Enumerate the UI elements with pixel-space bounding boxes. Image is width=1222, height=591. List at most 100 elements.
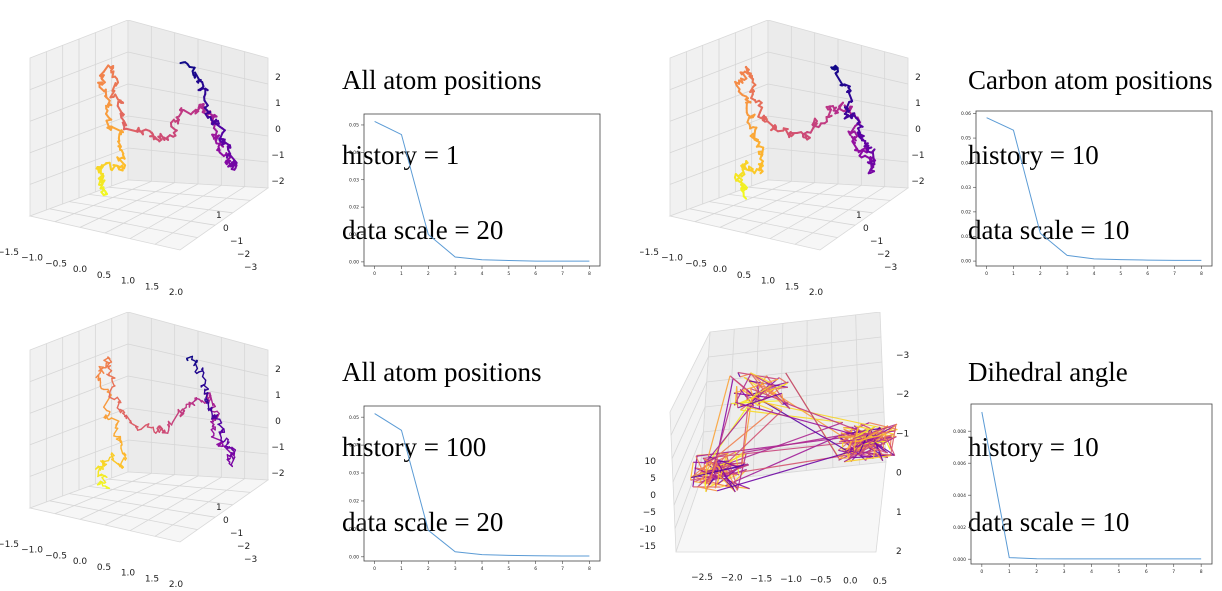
trajectory-3d-plot: −1.5−1.0−0.50.00.51.01.52.010−1−2−3210−1… xyxy=(0,20,285,298)
x-tick-label: 6 xyxy=(534,271,537,277)
z-tick-label: −15 xyxy=(640,542,656,552)
x-tick-label: −2.0 xyxy=(721,574,743,584)
x-tick-label: 5 xyxy=(507,271,510,277)
plot-frame xyxy=(970,403,1213,565)
x-tick-label: −0.5 xyxy=(810,576,832,586)
x-tick-label: 2 xyxy=(1039,271,1042,277)
x-tick-label: 3 xyxy=(454,566,457,572)
x-tick-label: 1.0 xyxy=(121,277,136,287)
x-tick-label: 1.5 xyxy=(145,282,159,292)
y-tick-label: 0 xyxy=(863,224,869,234)
y-tick-label: 1 xyxy=(216,211,222,221)
x-tick-label: 5 xyxy=(1117,569,1120,575)
x-tick-label: 8 xyxy=(1200,271,1203,277)
y-tick-label: −1 xyxy=(230,529,243,539)
z-tick-label: −2 xyxy=(271,469,284,479)
x-tick-label: 1.0 xyxy=(121,569,136,579)
trajectory xyxy=(689,371,898,493)
x-tick-label: 0.0 xyxy=(843,576,858,586)
loss-series-line xyxy=(374,413,590,557)
z-tick-label: −2 xyxy=(271,177,284,187)
x-tick-label: −0.5 xyxy=(685,259,707,269)
x-tick-label: 0.0 xyxy=(73,265,88,275)
x-tick-label: 3 xyxy=(1063,569,1066,575)
z-tick-label: 0 xyxy=(915,125,921,135)
y-tick-label: 0.03 xyxy=(961,185,971,191)
title-line: All atom positions xyxy=(342,357,542,387)
trajectory xyxy=(95,61,238,197)
y-tick-label: 0.03 xyxy=(349,177,359,183)
trajectory xyxy=(733,64,877,200)
z-tick-label: −1 xyxy=(271,443,284,453)
y-tick-label: 0 xyxy=(223,516,229,526)
y-tick-label: 2 xyxy=(896,547,902,557)
panel-title: Carbon atom positions history = 10 data … xyxy=(968,18,1213,293)
x-tick-label: 3 xyxy=(454,271,457,277)
x-tick-label: 5 xyxy=(507,566,510,572)
x-tick-label: 8 xyxy=(588,566,591,572)
y-tick-label: 0.02 xyxy=(961,209,971,215)
loss-chart: 0.00 0.01 0.02 0.03 0.04 0.05 0.06 0 1 2 3 4 5 6 7 8 xyxy=(961,110,1213,277)
y-tick-label: 0.06 xyxy=(961,111,971,117)
z-tick-label: −5 xyxy=(643,508,656,518)
loss-chart: 0.000 0.002 0.004 0.006 0.008 0 1 2 3 4 5 6 7 8 xyxy=(953,403,1213,575)
trajectory-3d-plot: −2.5 −2.0 −1.5 −1.0 −0.5 0.0 0.5−3−2−10121050−… xyxy=(640,312,909,587)
y-tick-label: −3 xyxy=(896,351,909,361)
y-tick-label: 0.03 xyxy=(349,471,359,477)
z-tick-label: −1 xyxy=(271,151,284,161)
x-tick-label: 0 xyxy=(373,271,376,277)
z-tick-label: 0 xyxy=(650,491,656,501)
trajectory-3d-plot: −1.5−1.0−0.50.00.51.01.52.010−1−2−3210−1… xyxy=(0,312,285,590)
y-tick-label: 0.05 xyxy=(961,136,971,142)
x-tick-label: 6 xyxy=(534,566,537,572)
title-line: data scale = 10 xyxy=(968,507,1130,537)
y-tick-label: −1 xyxy=(896,429,909,439)
x-tick-label: 2 xyxy=(427,566,430,572)
x-tick-label: 8 xyxy=(1200,569,1203,575)
x-tick-label: −1.5 xyxy=(0,248,19,258)
y-tick-label: 0.04 xyxy=(349,443,359,449)
x-tick-label: 6 xyxy=(1146,271,1149,277)
x-tick-label: 1 xyxy=(400,566,403,572)
x-tick-label: 2 xyxy=(1035,569,1038,575)
y-tick-label: 0.02 xyxy=(349,205,359,211)
trajectory-3d-plot: −1.5−1.0−0.50.00.51.01.52.010−1−2−3210−1… xyxy=(640,20,925,298)
x-tick-label: 0.0 xyxy=(713,265,728,275)
y-tick-label: −2 xyxy=(896,390,909,400)
z-tick-label: 1 xyxy=(275,391,281,401)
y-tick-label: −2 xyxy=(877,250,890,260)
plot-frame xyxy=(975,110,1213,267)
y-tick-label: 0.006 xyxy=(953,461,966,467)
x-tick-label: 0.0 xyxy=(73,557,88,567)
x-tick-label: 1 xyxy=(400,271,403,277)
y-tick-label: 1 xyxy=(216,503,222,513)
x-tick-label: 1 xyxy=(1012,271,1015,277)
x-tick-label: −0.5 xyxy=(45,551,67,561)
x-tick-label: 0 xyxy=(373,566,376,572)
z-tick-label: 2 xyxy=(275,73,281,83)
x-tick-label: 7 xyxy=(561,566,564,572)
loss-series-line xyxy=(986,117,1202,261)
y-tick-label: 1 xyxy=(896,508,902,518)
title-line: data scale = 20 xyxy=(342,507,504,537)
x-tick-label: 2 xyxy=(427,271,430,277)
y-tick-label: 0 xyxy=(223,224,229,234)
z-tick-label: −1 xyxy=(911,151,924,161)
x-tick-label: 4 xyxy=(481,566,484,572)
loss-chart: 0.00 0.01 0.02 0.03 0.04 0.05 0 1 2 3 4 5 6 7 8 xyxy=(349,405,601,572)
title-line: history = 10 xyxy=(968,140,1099,170)
x-tick-label: 1.5 xyxy=(145,574,159,584)
x-tick-label: 3 xyxy=(1066,271,1069,277)
axes-box xyxy=(28,20,270,251)
y-tick-label: 0.04 xyxy=(961,160,971,166)
y-tick-label: −1 xyxy=(870,237,883,247)
x-tick-label: 2.0 xyxy=(169,580,184,590)
y-tick-label: 0.01 xyxy=(349,526,359,532)
trajectory xyxy=(95,355,237,489)
y-tick-label: −3 xyxy=(244,555,257,565)
x-tick-label: −0.5 xyxy=(45,259,67,269)
x-tick-label: 0.5 xyxy=(97,563,111,573)
y-tick-label: 0.002 xyxy=(953,525,966,531)
title-line: data scale = 20 xyxy=(342,215,504,245)
x-tick-label: 7 xyxy=(1173,271,1176,277)
